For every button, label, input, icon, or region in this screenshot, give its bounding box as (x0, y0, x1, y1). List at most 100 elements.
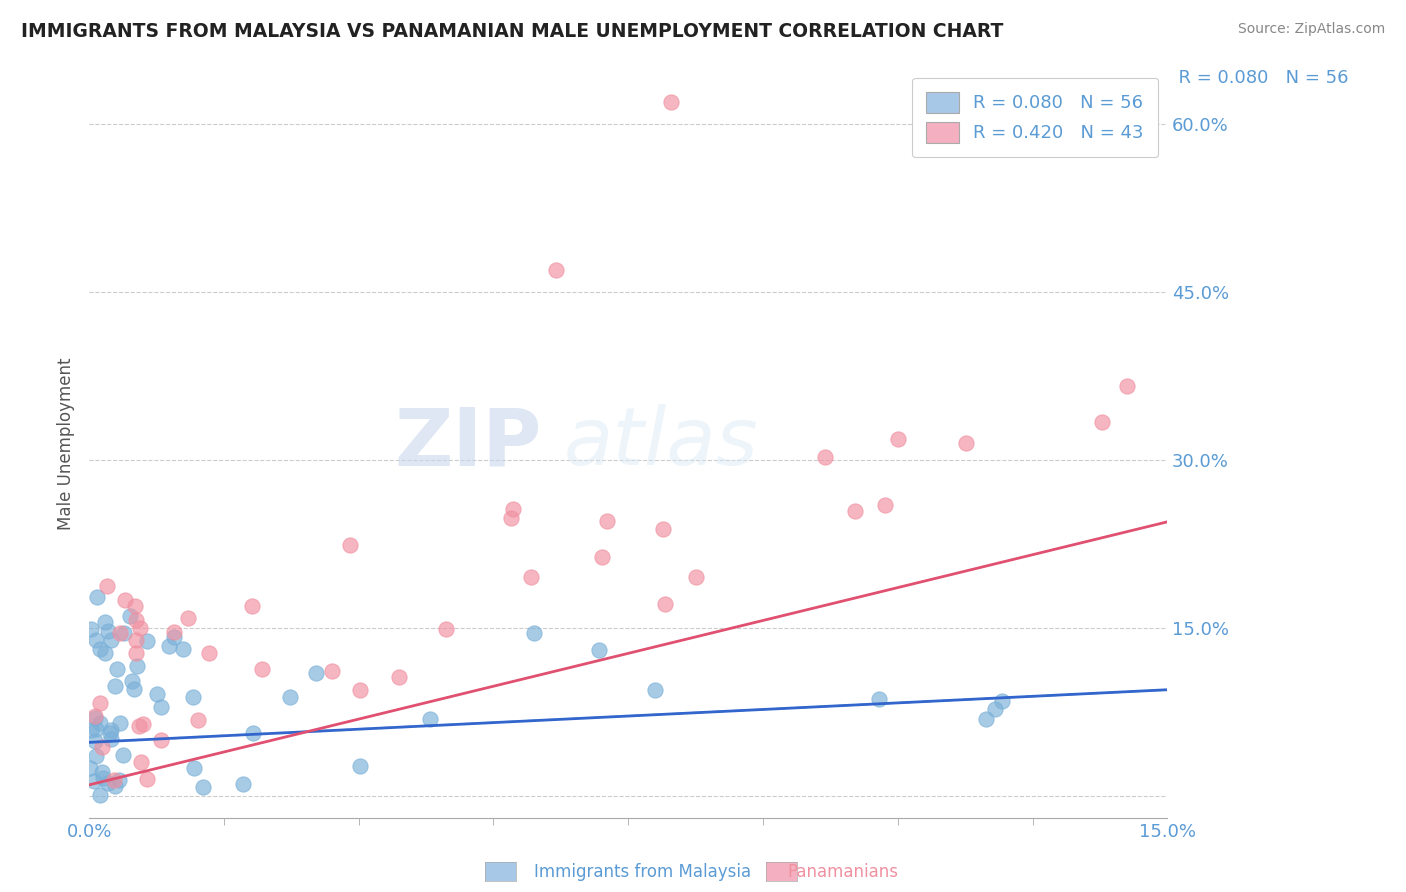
Point (91, 771, 114, 785)
Text: Source: ZipAtlas.com: Source: ZipAtlas.com (1237, 22, 1385, 37)
Point (91, 740, 114, 755)
Point (419, 712, 441, 726)
Point (103, 679, 125, 693)
Point (955, 435, 977, 450)
Point (349, 683, 371, 698)
Point (588, 642, 610, 657)
Point (125, 632, 148, 647)
Point (984, 702, 1007, 716)
Point (280, 690, 302, 705)
Point (887, 432, 910, 446)
Point (321, 664, 343, 678)
Point (181, 690, 204, 704)
Point (644, 682, 666, 697)
Point (91, 765, 114, 780)
Point (523, 626, 546, 640)
Text: R = 0.080   N = 56: R = 0.080 N = 56 (1167, 69, 1348, 87)
Point (150, 733, 173, 747)
Point (232, 777, 254, 791)
Point (546, 263, 568, 277)
Point (100, 632, 122, 647)
Point (84, 748, 107, 763)
Point (240, 599, 263, 614)
Point (89, 788, 111, 802)
Point (124, 599, 146, 613)
Point (93, 646, 115, 660)
Point (80, 723, 103, 738)
Point (131, 717, 153, 731)
Point (685, 570, 707, 584)
Point (118, 608, 141, 623)
Point (183, 761, 205, 775)
Point (94, 615, 117, 629)
Point (108, 716, 131, 731)
Point (991, 694, 1014, 708)
Point (97, 624, 120, 638)
Point (502, 502, 524, 516)
Point (434, 623, 457, 637)
Text: IMMIGRANTS FROM MALAYSIA VS PANAMANIAN MALE UNEMPLOYMENT CORRELATION CHART: IMMIGRANTS FROM MALAYSIA VS PANAMANIAN M… (21, 22, 1004, 41)
Point (79, 761, 101, 775)
Point (89, 641, 111, 656)
Point (84, 708, 107, 723)
Point (596, 514, 619, 528)
Point (84, 722, 107, 736)
Point (157, 639, 180, 653)
Point (122, 681, 145, 696)
Point (100, 731, 122, 746)
Text: atlas: atlas (564, 404, 758, 483)
Point (136, 772, 159, 786)
Point (96, 579, 118, 593)
Point (108, 625, 131, 640)
Point (149, 700, 172, 714)
Point (83, 710, 105, 724)
Point (163, 624, 186, 639)
Point (844, 504, 866, 518)
Text: ZIP: ZIP (395, 404, 541, 483)
Point (591, 549, 613, 564)
Point (652, 522, 675, 536)
Text: Panamanians: Panamanians (787, 863, 898, 881)
Point (84, 633, 107, 648)
Point (100, 723, 122, 737)
Point (112, 626, 135, 640)
Legend: R = 0.080   N = 56, R = 0.420   N = 43: R = 0.080 N = 56, R = 0.420 N = 43 (912, 78, 1159, 157)
Point (659, 95, 682, 109)
Point (145, 687, 167, 701)
Point (104, 779, 127, 793)
Point (83, 774, 105, 789)
Text: Immigrants from Malaysia: Immigrants from Malaysia (534, 863, 751, 881)
Point (191, 780, 214, 794)
Point (127, 658, 149, 673)
Point (520, 570, 543, 584)
Point (103, 773, 125, 788)
Point (89, 696, 111, 710)
Point (654, 597, 676, 611)
Point (108, 772, 131, 787)
Point (129, 621, 152, 635)
Point (163, 631, 186, 645)
Point (187, 713, 209, 727)
Point (96, 775, 118, 789)
Point (114, 593, 136, 607)
Point (499, 511, 522, 525)
Point (98, 725, 121, 739)
Point (868, 692, 890, 706)
Point (172, 641, 194, 656)
Point (83, 734, 105, 748)
Point (121, 674, 143, 689)
Point (86, 590, 108, 604)
Point (349, 759, 371, 773)
Point (305, 666, 328, 681)
Point (242, 726, 264, 740)
Point (112, 748, 135, 763)
Point (124, 646, 146, 660)
Point (128, 719, 150, 733)
Point (135, 633, 157, 648)
Point (80, 622, 103, 636)
Point (129, 755, 152, 769)
Point (339, 538, 361, 552)
Y-axis label: Male Unemployment: Male Unemployment (58, 357, 75, 530)
Point (875, 498, 897, 512)
Point (177, 611, 200, 625)
